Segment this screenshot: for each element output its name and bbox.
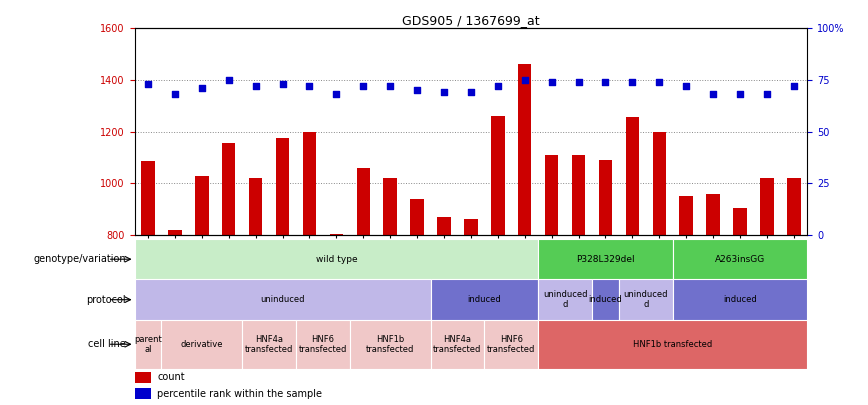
Bar bbox=[135, 320, 161, 369]
Point bbox=[222, 77, 236, 83]
Point bbox=[599, 79, 613, 85]
Point bbox=[545, 79, 559, 85]
Text: HNF6
transfected: HNF6 transfected bbox=[487, 335, 536, 354]
Text: HNF4a
transfected: HNF4a transfected bbox=[433, 335, 482, 354]
Bar bbox=[222, 143, 235, 235]
Point bbox=[680, 83, 694, 90]
Point bbox=[707, 91, 720, 98]
Text: uninduced
d: uninduced d bbox=[623, 290, 668, 309]
Bar bbox=[357, 168, 370, 235]
Point bbox=[733, 91, 746, 98]
Title: GDS905 / 1367699_at: GDS905 / 1367699_at bbox=[402, 14, 540, 27]
Point bbox=[437, 89, 451, 96]
Bar bbox=[135, 239, 538, 279]
Bar bbox=[276, 138, 289, 235]
Bar bbox=[135, 279, 431, 320]
Bar bbox=[733, 208, 746, 235]
Bar bbox=[538, 320, 807, 369]
Text: cell line: cell line bbox=[89, 339, 126, 349]
Point bbox=[384, 83, 398, 90]
Point bbox=[625, 79, 639, 85]
Text: uninduced: uninduced bbox=[260, 295, 305, 304]
Bar bbox=[707, 194, 720, 235]
Text: derivative: derivative bbox=[181, 340, 223, 349]
Bar bbox=[787, 178, 800, 235]
Bar bbox=[431, 279, 538, 320]
Bar bbox=[572, 155, 585, 235]
Point bbox=[330, 91, 344, 98]
Bar bbox=[680, 196, 693, 235]
Point bbox=[517, 77, 531, 83]
Text: genotype/variation: genotype/variation bbox=[33, 254, 126, 264]
Point bbox=[194, 85, 209, 92]
Bar bbox=[242, 320, 296, 369]
Bar bbox=[431, 320, 484, 369]
Bar bbox=[626, 117, 639, 235]
Bar bbox=[464, 220, 477, 235]
Bar bbox=[303, 132, 316, 235]
Point bbox=[248, 83, 262, 90]
Text: percentile rank within the sample: percentile rank within the sample bbox=[157, 389, 322, 399]
Point bbox=[141, 81, 155, 87]
Text: P328L329del: P328L329del bbox=[576, 255, 635, 264]
Bar bbox=[653, 132, 666, 235]
Bar bbox=[673, 239, 807, 279]
Text: HNF4a
transfected: HNF4a transfected bbox=[245, 335, 293, 354]
Bar bbox=[538, 279, 592, 320]
Bar bbox=[135, 372, 151, 383]
Text: induced: induced bbox=[589, 295, 622, 304]
Bar bbox=[491, 116, 504, 235]
Point bbox=[302, 83, 316, 90]
Bar bbox=[161, 320, 242, 369]
Text: induced: induced bbox=[468, 295, 501, 304]
Bar bbox=[411, 199, 424, 235]
Bar bbox=[135, 388, 151, 399]
Bar bbox=[592, 279, 619, 320]
Bar bbox=[545, 155, 558, 235]
Point bbox=[572, 79, 586, 85]
Point bbox=[464, 89, 477, 96]
Point bbox=[653, 79, 667, 85]
Bar bbox=[619, 279, 673, 320]
Text: uninduced
d: uninduced d bbox=[542, 290, 588, 309]
Bar bbox=[141, 161, 155, 235]
Text: parent
al: parent al bbox=[135, 335, 161, 354]
Point bbox=[411, 87, 424, 94]
Bar bbox=[760, 178, 773, 235]
Bar bbox=[330, 234, 343, 235]
Point bbox=[760, 91, 774, 98]
Point bbox=[357, 83, 371, 90]
Point bbox=[787, 83, 801, 90]
Bar bbox=[195, 175, 208, 235]
Bar bbox=[296, 320, 350, 369]
Bar bbox=[599, 160, 612, 235]
Text: protocol: protocol bbox=[86, 295, 126, 305]
Bar bbox=[538, 239, 673, 279]
Bar bbox=[350, 320, 431, 369]
Text: HNF1b
transfected: HNF1b transfected bbox=[366, 335, 414, 354]
Text: count: count bbox=[157, 373, 185, 382]
Bar bbox=[437, 217, 450, 235]
Point bbox=[276, 81, 290, 87]
Bar bbox=[249, 178, 262, 235]
Text: A263insGG: A263insGG bbox=[715, 255, 765, 264]
Bar bbox=[484, 320, 538, 369]
Point bbox=[491, 83, 505, 90]
Bar bbox=[673, 279, 807, 320]
Text: HNF1b transfected: HNF1b transfected bbox=[633, 340, 713, 349]
Point bbox=[168, 91, 182, 98]
Bar bbox=[518, 64, 531, 235]
Text: wild type: wild type bbox=[316, 255, 357, 264]
Bar bbox=[384, 178, 397, 235]
Text: HNF6
transfected: HNF6 transfected bbox=[299, 335, 347, 354]
Bar bbox=[168, 230, 181, 235]
Text: induced: induced bbox=[723, 295, 757, 304]
